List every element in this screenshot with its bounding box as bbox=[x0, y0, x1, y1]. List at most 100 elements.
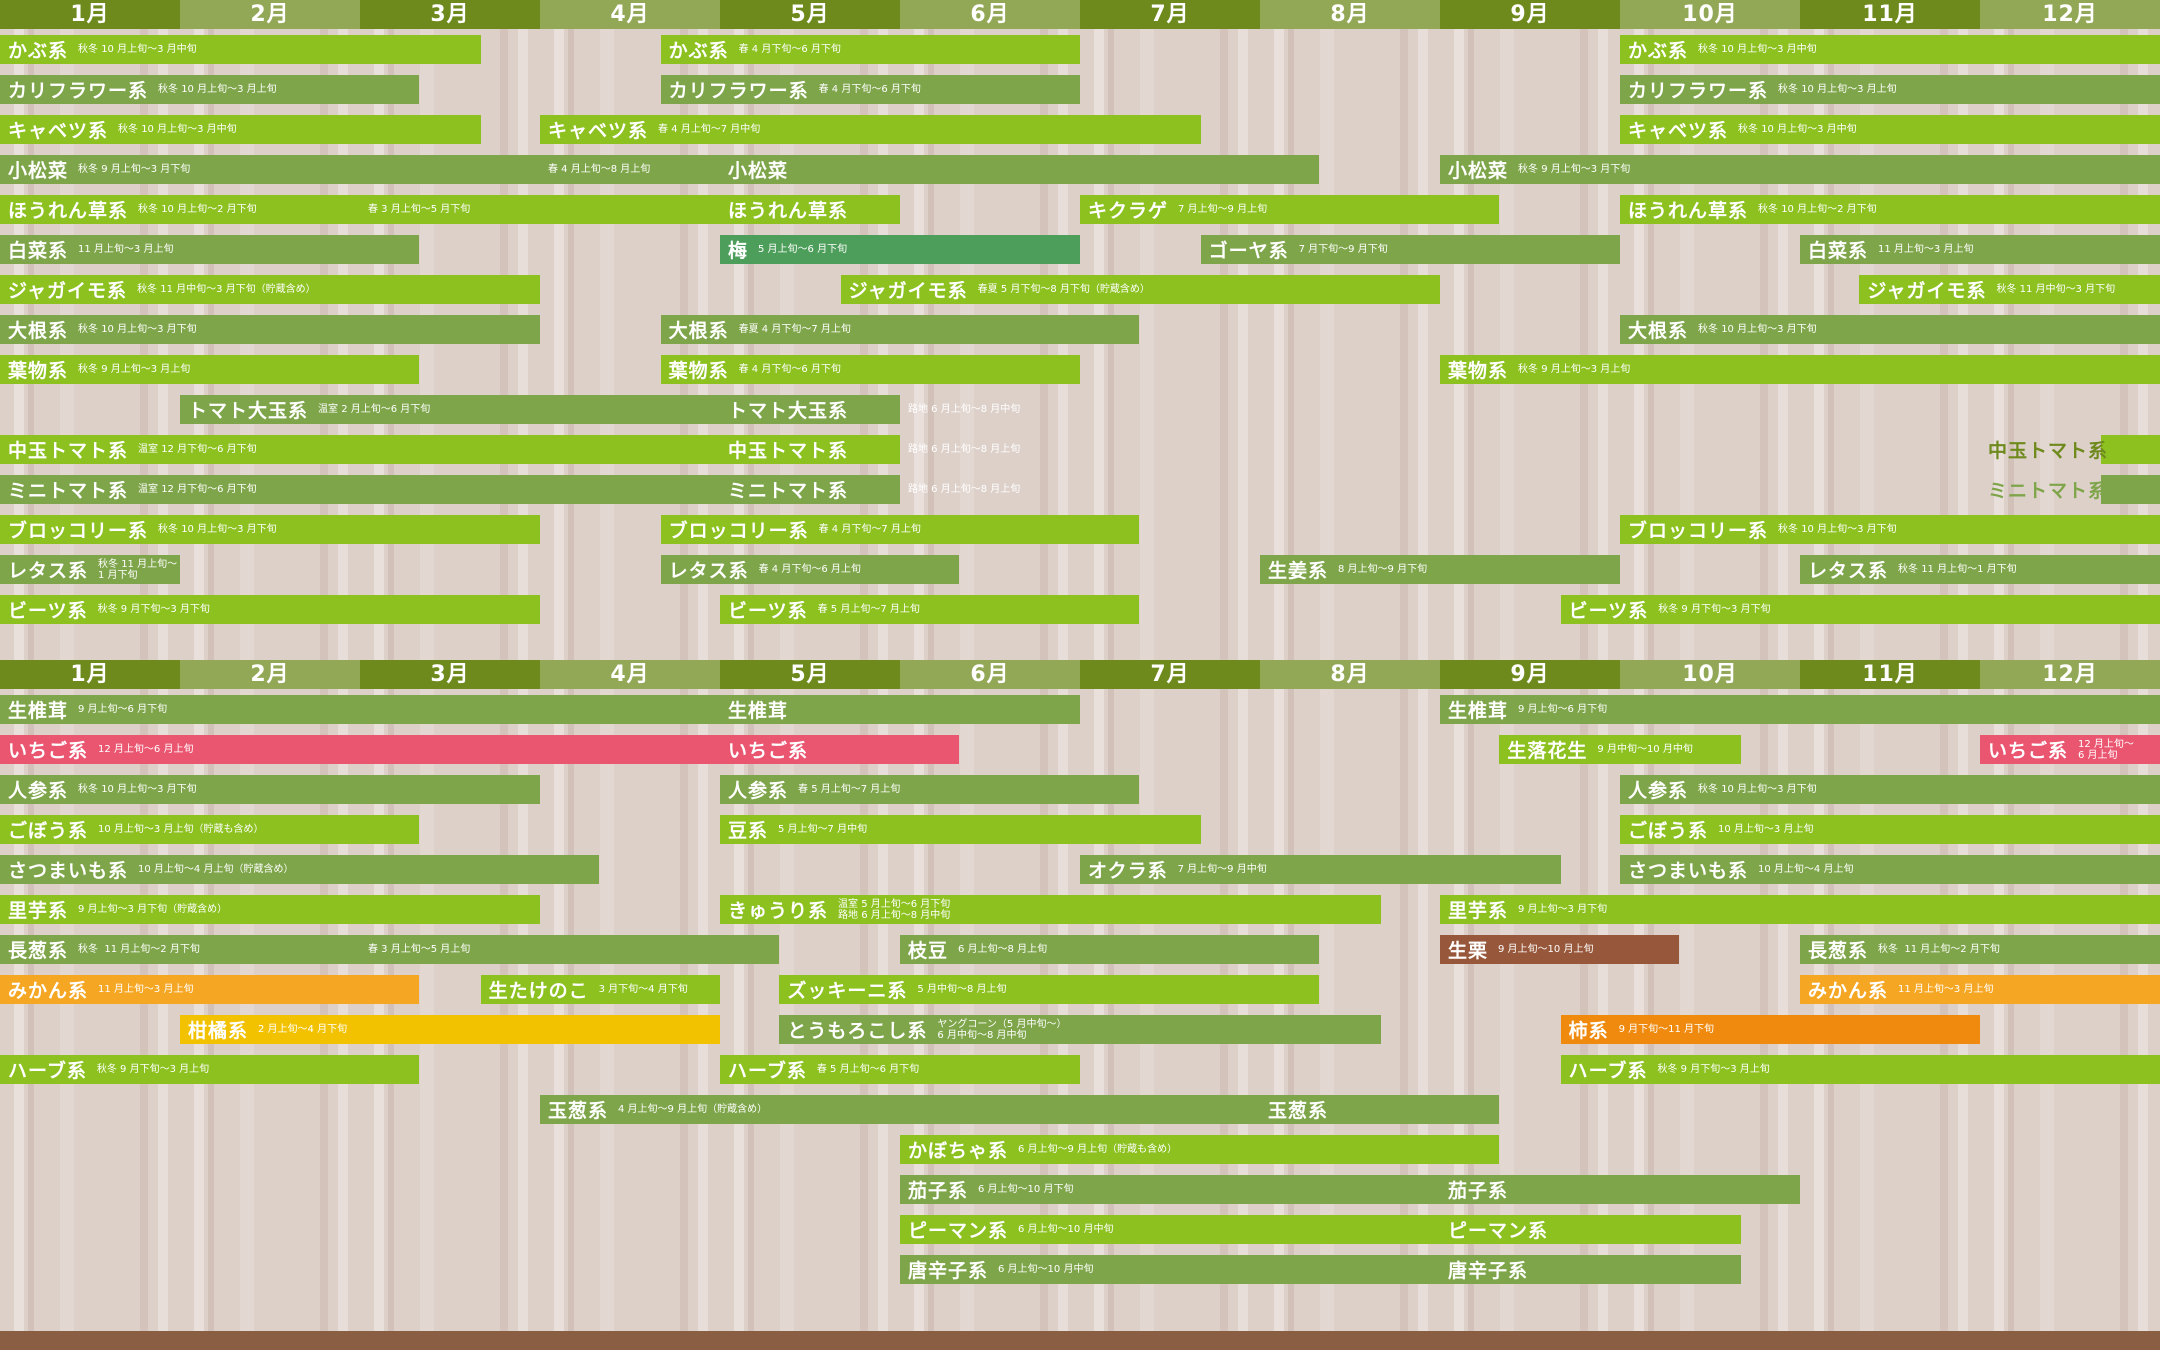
harvest-bar bbox=[1080, 855, 1561, 884]
harvest-bar-label: 葉物系春 4 月下旬〜6 月下旬 bbox=[669, 355, 841, 384]
harvest-bar-label: ほうれん草系 秋冬 10 月上旬〜2 月下旬 bbox=[1628, 195, 1877, 224]
crop-name: 生椎茸 bbox=[8, 700, 69, 722]
crop-name: トマト大玉系 bbox=[188, 400, 309, 422]
crop-name: みかん系 bbox=[8, 980, 89, 1002]
harvest-bar-label: 中玉トマト系 温室 12 月下旬〜6 月下旬 bbox=[8, 435, 257, 464]
season-note: 10 月上旬〜3 月上旬（貯蔵も含め） bbox=[98, 824, 264, 835]
season-note: 春 5 月上旬〜7 月上旬 bbox=[817, 604, 920, 615]
season-note: 秋冬 10 月上旬〜3 月下旬 bbox=[78, 784, 197, 795]
harvest-bar-label: 唐辛子系 6 月上旬〜10 月中旬 bbox=[908, 1255, 1093, 1284]
crop-name: きゅうり系 bbox=[728, 900, 829, 922]
season-note: 7 月下旬〜9 月下旬 bbox=[1298, 244, 1388, 255]
harvest-bar-label: 生たけのこ 3 月下旬〜4 月下旬 bbox=[489, 975, 688, 1004]
season-note: 秋冬 10 月上旬〜3 月中旬 bbox=[1698, 44, 1817, 55]
crop-name: オクラ系 bbox=[1088, 860, 1168, 882]
harvest-bar bbox=[720, 895, 1381, 924]
season-note: 11 月上旬〜3 月上旬 bbox=[78, 244, 174, 255]
crop-name: さつまいも系 bbox=[8, 860, 129, 882]
crop-name: 玉葱系 bbox=[1268, 1100, 1329, 1122]
crop-name: ジャガイモ系 bbox=[848, 280, 968, 302]
crop-name: いちご系 bbox=[728, 740, 809, 762]
harvest-bar-label: 柿系 9 月下旬〜11 月下旬 bbox=[1569, 1015, 1714, 1044]
harvest-bar-label: トマト大玉系 温室 2 月上旬〜6 月下旬 bbox=[188, 395, 430, 424]
harvest-bar bbox=[1980, 735, 2160, 764]
crop-name: ほうれん草系 bbox=[8, 200, 129, 222]
harvest-bar-label: レタス系春 4 月下旬〜6 月上旬 bbox=[669, 555, 861, 584]
harvest-bar-label: 葉物系 秋冬 9 月上旬〜3 月上旬 bbox=[8, 355, 190, 384]
harvest-bar bbox=[1560, 1015, 1980, 1044]
harvest-bar-label: 白菜系 11 月上旬〜3 月上旬 bbox=[1808, 235, 1973, 264]
month-header-cell: 11月 bbox=[1800, 0, 1980, 29]
harvest-bar-label: レタス系 秋冬 11 月上旬〜 1 月下旬 bbox=[8, 555, 177, 584]
season-note: 8 月上旬〜9 月下旬 bbox=[1338, 564, 1428, 575]
harvest-bar-label: 路地 6 月上旬〜8 月上旬 bbox=[908, 435, 1020, 464]
month-header-cell: 7月 bbox=[1080, 0, 1260, 29]
harvest-bar bbox=[0, 555, 180, 584]
harvest-bar bbox=[840, 275, 1440, 304]
month-header-cell: 10月 bbox=[1620, 0, 1800, 29]
crop-name: キャベツ系 bbox=[8, 120, 109, 142]
month-header-cell: 10月 bbox=[1620, 660, 1800, 689]
crop-name: ハーブ系 bbox=[8, 1060, 87, 1082]
crop-name: 枝豆 bbox=[908, 940, 949, 962]
season-note: 春 4 月下旬〜6 月上旬 bbox=[758, 564, 861, 575]
crop-name: ブロッコリー系 bbox=[668, 520, 809, 542]
harvest-bar-label: いちご系 bbox=[728, 735, 808, 764]
crop-name: いちご系 bbox=[8, 740, 89, 762]
harvest-bar bbox=[0, 355, 420, 384]
harvest-bar-label: レタス系 秋冬 11 月上旬〜1 月下旬 bbox=[1808, 555, 2017, 584]
harvest-bar-label: 生姜系 8 月上旬〜9 月下旬 bbox=[1268, 555, 1427, 584]
crop-name: ビーツ系 bbox=[1568, 600, 1649, 622]
crop-name: カリフラワー系 bbox=[8, 80, 149, 102]
crop-name: ジャガイモ系 bbox=[8, 280, 128, 302]
season-note: 12 月上旬〜 6 月上旬 bbox=[2078, 738, 2134, 761]
harvest-bar-label: 里芋系 9 月上旬〜3 月下旬 bbox=[1448, 895, 1607, 924]
harvest-bar bbox=[0, 435, 900, 464]
harvest-bar bbox=[779, 975, 1320, 1004]
month-header-cell: 8月 bbox=[1260, 660, 1440, 689]
month-header-cell: 6月 bbox=[900, 0, 1080, 29]
harvest-bar bbox=[660, 315, 1140, 344]
harvest-bar-label: ミニトマト系 bbox=[728, 475, 848, 504]
month-header-cell: 1月 bbox=[0, 660, 180, 689]
harvest-bar bbox=[1440, 935, 1680, 964]
harvest-bar bbox=[779, 1015, 1381, 1044]
season-note: 秋冬 10 月上旬〜3 月下旬 bbox=[78, 324, 197, 335]
harvest-bar-label: オクラ系 7 月上旬〜9 月中旬 bbox=[1088, 855, 1267, 884]
season-note: 5 月上旬〜7 月中旬 bbox=[778, 824, 868, 835]
harvest-bar-label: 茄子系 bbox=[1448, 1175, 1508, 1204]
month-header-cell: 9月 bbox=[1440, 660, 1620, 689]
season-note: 秋冬 9 月下旬〜3 月上旬 bbox=[96, 1064, 210, 1075]
harvest-bar bbox=[0, 155, 540, 184]
crop-name: 生椎茸 bbox=[1448, 700, 1509, 722]
harvest-bar-label: ジャガイモ系 春夏 5 月下旬〜8 月下旬（貯蔵含め） bbox=[849, 275, 1150, 304]
season-note: 秋冬 11 月上旬〜1 月下旬 bbox=[1898, 564, 2017, 575]
month-header-cell: 4月 bbox=[540, 660, 720, 689]
season-note: 7 月上旬〜9 月上旬 bbox=[1178, 204, 1268, 215]
season-note: 12 月上旬〜6 月上旬 bbox=[98, 744, 194, 755]
crop-name: 茄子系 bbox=[1448, 1180, 1509, 1202]
season-note: 春 3 月上旬〜5 月下旬 bbox=[368, 204, 471, 215]
month-header-cell: 2月 bbox=[180, 0, 360, 29]
crop-name: 葉物系 bbox=[1448, 360, 1509, 382]
harvest-bar-label: キクラゲ 7 月上旬〜9 月上旬 bbox=[1088, 195, 1267, 224]
harvest-bar bbox=[1620, 515, 2160, 544]
crop-name: ごぼう系 bbox=[1628, 820, 1709, 842]
season-note: 10 月上旬〜4 月上旬 bbox=[1758, 864, 1854, 875]
harvest-bar bbox=[1620, 815, 2160, 844]
harvest-bar-label: 人参系 秋冬 10 月上旬〜3 月下旬 bbox=[8, 775, 197, 804]
harvest-bar bbox=[900, 1215, 1741, 1244]
harvest-bar bbox=[1440, 895, 2160, 924]
season-note: 秋冬 9 月上旬〜3 月下旬 bbox=[78, 164, 191, 175]
season-note: 6 月上旬〜8 月上旬 bbox=[958, 944, 1048, 955]
season-note: 10 月上旬〜3 月上旬 bbox=[1718, 824, 1814, 835]
harvest-bar bbox=[540, 155, 1320, 184]
harvest-bar bbox=[720, 815, 1201, 844]
crop-name: レタス系 bbox=[668, 560, 749, 582]
harvest-bar-label: 梅 5 月上旬〜6 月下旬 bbox=[728, 235, 847, 264]
crop-name: ブロッコリー系 bbox=[8, 520, 149, 542]
harvest-bar bbox=[1620, 855, 2160, 884]
month-header-cell: 3月 bbox=[360, 660, 540, 689]
harvest-bar-label: キャベツ系 秋冬 10 月上旬〜3 月中旬 bbox=[8, 115, 237, 144]
season-note: 春 4 月上旬〜7 月中旬 bbox=[658, 124, 761, 135]
